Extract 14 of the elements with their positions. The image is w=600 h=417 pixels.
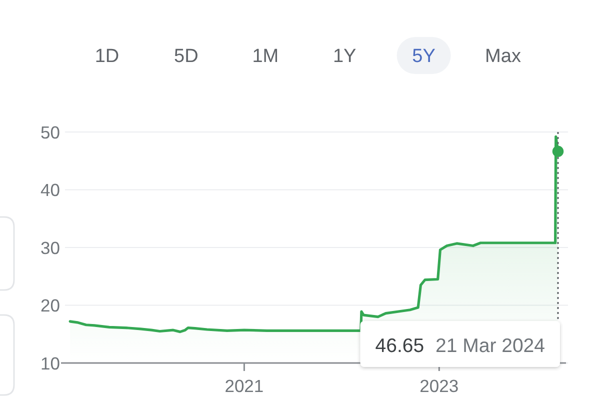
text: 5D: [174, 46, 198, 67]
y-tick-label: 10: [40, 353, 60, 374]
x-tick-label: 2021: [224, 376, 264, 396]
y-tick-label: 30: [40, 238, 60, 258]
text: 1Y: [332, 46, 357, 67]
y-tick-label: 20: [40, 296, 60, 316]
text: Max: [485, 46, 522, 67]
text: 5Y: [412, 46, 436, 67]
y-tick-label: 50: [40, 122, 60, 142]
x-tick-label: 2023: [420, 376, 459, 396]
text: 1D: [94, 46, 120, 67]
text: 1M: [252, 46, 279, 67]
ref-line-label: 46.65 21 Mar 2024: [375, 335, 546, 357]
y-tick-label: 40: [40, 180, 60, 200]
